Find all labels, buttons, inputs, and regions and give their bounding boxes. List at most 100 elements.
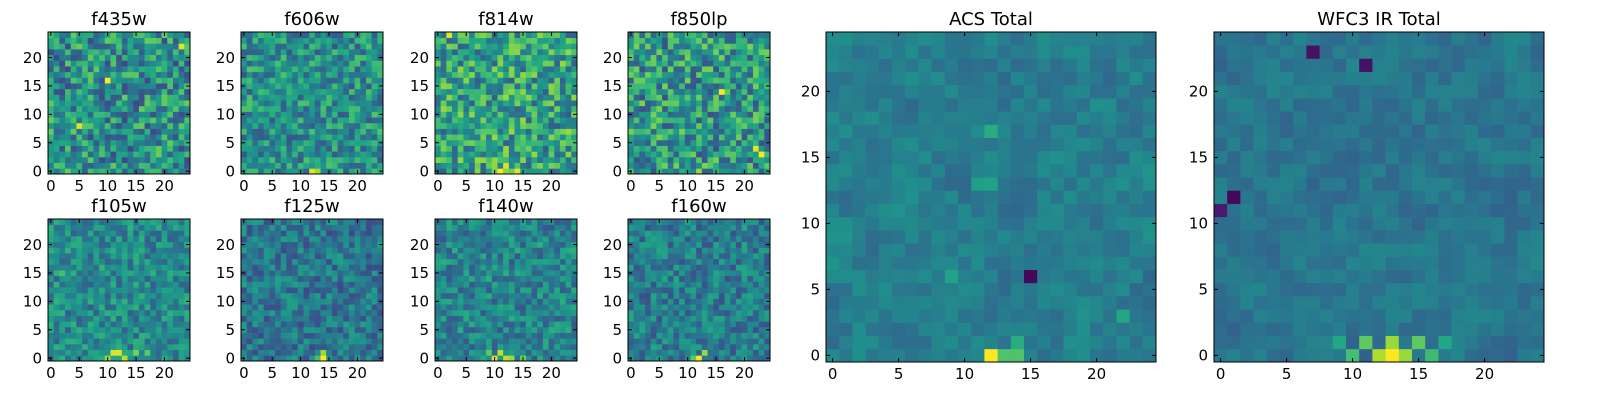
heatmap-cell xyxy=(752,162,759,169)
heatmap-cell xyxy=(337,355,344,362)
heatmap-cell xyxy=(252,258,259,265)
heatmap-cell xyxy=(252,224,259,231)
heatmap-cell xyxy=(104,117,111,124)
heatmap-cell xyxy=(377,224,384,231)
heatmap-cell xyxy=(93,83,100,90)
heatmap-cell xyxy=(246,83,253,90)
heatmap-cell xyxy=(70,49,77,56)
heatmap-cell xyxy=(440,264,447,271)
heatmap-cell xyxy=(275,219,282,226)
heatmap-cell xyxy=(752,304,759,311)
heatmap-cell xyxy=(480,338,487,345)
heatmap-cell xyxy=(275,230,282,237)
heatmap-cell xyxy=(343,292,350,299)
heatmap-cell xyxy=(280,298,287,305)
heatmap-cell xyxy=(690,338,697,345)
heatmap-cell xyxy=(667,139,674,146)
heatmap-cell xyxy=(463,117,470,124)
heatmap-cell xyxy=(365,77,372,84)
heatmap-cell xyxy=(59,332,66,339)
heatmap-cell xyxy=(275,270,282,277)
heatmap-cell xyxy=(503,117,510,124)
heatmap-cell xyxy=(150,355,157,362)
heatmap-cell xyxy=(452,304,459,311)
heatmap-cell xyxy=(514,134,521,141)
heatmap-cell xyxy=(167,94,174,101)
heatmap-cell xyxy=(696,162,703,169)
heatmap-cell xyxy=(314,349,321,356)
heatmap-cell xyxy=(571,264,578,271)
heatmap-cell xyxy=(457,298,464,305)
heatmap-cell xyxy=(320,88,327,95)
heatmap-cell xyxy=(70,100,77,107)
heatmap-cell xyxy=(474,77,481,84)
heatmap-cell xyxy=(371,32,378,39)
heatmap-cell xyxy=(144,60,151,67)
heatmap-cell xyxy=(258,54,265,61)
y-tick-label: 20 xyxy=(410,49,429,67)
heatmap-cell xyxy=(537,253,544,260)
heatmap-cell xyxy=(110,270,117,277)
heatmap-cell xyxy=(184,343,191,350)
heatmap-cell xyxy=(440,321,447,328)
heatmap-cell xyxy=(503,281,510,288)
heatmap-cell xyxy=(241,224,248,231)
heatmap-cell xyxy=(707,100,714,107)
heatmap-cell xyxy=(326,309,333,316)
heatmap-cell xyxy=(730,60,737,67)
heatmap-cell xyxy=(246,219,253,226)
heatmap-cell xyxy=(82,139,89,146)
heatmap-cell xyxy=(59,326,66,333)
heatmap-cell xyxy=(525,94,532,101)
heatmap-cell xyxy=(246,139,253,146)
heatmap-cell xyxy=(297,111,304,118)
heatmap-cell xyxy=(269,139,276,146)
heatmap-cell xyxy=(639,117,646,124)
heatmap-cell xyxy=(53,156,60,163)
heatmap-cell xyxy=(639,37,646,44)
heatmap-cell xyxy=(116,309,123,316)
heatmap-cell xyxy=(724,117,731,124)
heatmap-cell xyxy=(696,105,703,112)
heatmap-cell xyxy=(275,355,282,362)
heatmap-cell xyxy=(110,37,117,44)
heatmap-cell xyxy=(331,111,338,118)
heatmap-cell xyxy=(280,151,287,158)
heatmap-cell xyxy=(155,66,162,73)
heatmap-cell xyxy=(138,151,145,158)
heatmap-cell xyxy=(133,88,140,95)
heatmap-cell xyxy=(548,247,555,254)
heatmap-cell xyxy=(508,88,515,95)
heatmap-cell xyxy=(480,32,487,39)
heatmap-cell xyxy=(679,355,686,362)
heatmap-cell xyxy=(127,54,134,61)
heatmap-cell xyxy=(718,156,725,163)
heatmap-cell xyxy=(707,117,714,124)
heatmap-cell xyxy=(99,37,106,44)
panel-title: f850lp xyxy=(670,9,727,30)
heatmap-cell xyxy=(280,156,287,163)
heatmap-cell xyxy=(537,270,544,277)
heatmap-cell xyxy=(480,60,487,67)
heatmap-cell xyxy=(144,275,151,282)
heatmap-cell xyxy=(144,270,151,277)
heatmap-cell xyxy=(286,304,293,311)
heatmap-cell xyxy=(469,60,476,67)
heatmap-cell xyxy=(565,94,572,101)
heatmap-cell xyxy=(645,94,652,101)
heatmap-cell xyxy=(662,343,669,350)
heatmap-cell xyxy=(127,105,134,112)
heatmap-cell xyxy=(503,77,510,84)
y-tick-label: 15 xyxy=(23,77,42,95)
heatmap-cell xyxy=(503,162,510,169)
heatmap-cell xyxy=(65,332,72,339)
heatmap-cell xyxy=(121,168,128,175)
heatmap-cell xyxy=(309,304,316,311)
heatmap-cell xyxy=(314,247,321,254)
heatmap-cell xyxy=(104,156,111,163)
heatmap-cell xyxy=(440,292,447,299)
heatmap-cell xyxy=(48,236,55,243)
heatmap-cell xyxy=(326,145,333,152)
heatmap-cell xyxy=(463,349,470,356)
heatmap-cell xyxy=(138,236,145,243)
